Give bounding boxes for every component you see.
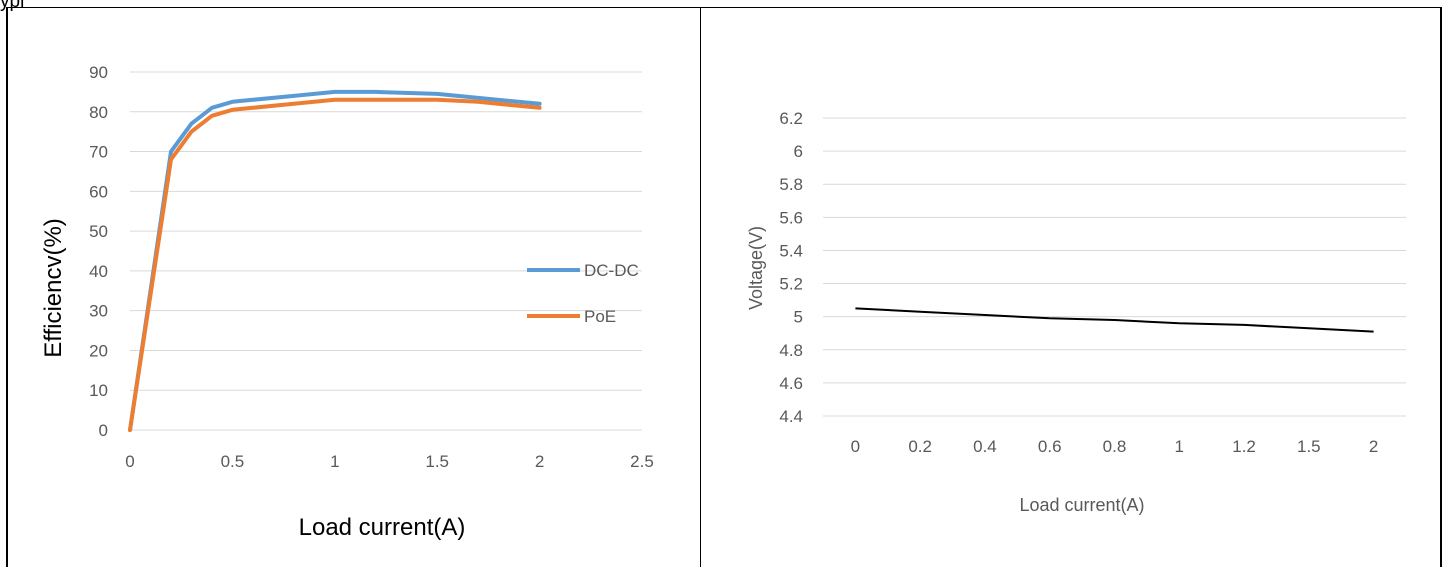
y-tick-label: 5.2: [779, 275, 803, 294]
x-tick-label: 0.6: [1038, 437, 1062, 456]
y-tick-label: 5.6: [779, 208, 803, 227]
series-line: [855, 307, 1374, 333]
series-line: [128, 97, 542, 432]
y-tick-label: 40: [89, 262, 108, 281]
series-line: [128, 89, 542, 432]
x-tick-label: 0.8: [1103, 437, 1127, 456]
table-divider: [700, 7, 701, 567]
y-tick-label: 5.8: [779, 175, 803, 194]
y-axis-title: Voltage(V): [746, 226, 766, 310]
x-tick-label: 2.5: [630, 452, 654, 471]
y-tick-label: 6: [794, 142, 803, 161]
y-tick-label: 5: [794, 308, 803, 327]
y-tick-label: 4.8: [779, 341, 803, 360]
table-frame: [6, 7, 1442, 567]
x-tick-label: 2: [535, 452, 544, 471]
x-tick-label: 0.2: [908, 437, 932, 456]
x-tick-label: 0: [851, 437, 860, 456]
x-tick-label: 0.5: [221, 452, 245, 471]
efficiency-chart: 0 10 20 30 40 50 60 70 80 90 0 0.5 1 1.5 2 2.5 DC-DC PoE L…: [40, 63, 654, 541]
x-tick-label: 0: [125, 452, 134, 471]
y-tick-label: 0: [99, 421, 108, 440]
x-axis-title: Load current(A): [1019, 495, 1144, 515]
y-tick-label: 4.4: [779, 407, 803, 426]
x-tick-label: 1: [330, 452, 339, 471]
legend-label: PoE: [584, 307, 616, 326]
y-tick-label: 50: [89, 222, 108, 241]
y-tick-label: 6.2: [779, 109, 803, 128]
x-axis-title: Load current(A): [299, 514, 466, 541]
y-tick-label: 90: [89, 63, 108, 82]
y-tick-label: 5.4: [779, 241, 803, 260]
y-tick-label: 10: [89, 381, 108, 400]
y-tick-label: 70: [89, 143, 108, 162]
x-tick-label: 2: [1369, 437, 1378, 456]
x-tick-label: 1.5: [1297, 437, 1321, 456]
y-tick-label: 80: [89, 103, 108, 122]
x-tick-label: 1: [1175, 437, 1184, 456]
legend-label: DC-DC: [584, 261, 639, 280]
y-tick-label: 60: [89, 182, 108, 201]
y-tick-label: 4.6: [779, 374, 803, 393]
x-tick-label: 1.2: [1232, 437, 1256, 456]
x-tick-label: 0.4: [973, 437, 997, 456]
y-axis-title: Efficiencv(%): [40, 218, 67, 358]
voltage-chart: 4.4 4.6 4.8 5 5.2 5.4 5.6 5.8 6 6.2 0 0.2 0.4 0.6 0.8 1…: [746, 109, 1406, 515]
y-tick-label: 20: [89, 341, 108, 360]
x-tick-label: 1.5: [425, 452, 449, 471]
y-tick-label: 30: [89, 302, 108, 321]
